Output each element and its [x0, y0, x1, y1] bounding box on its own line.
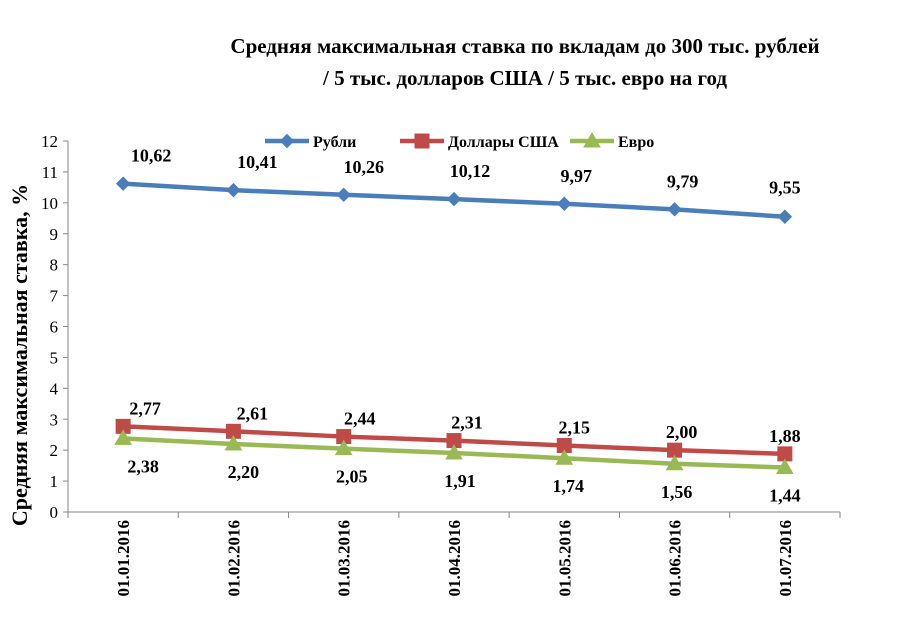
data-label-usd: 2,61: [237, 403, 269, 423]
data-point-rubles: [777, 209, 793, 224]
y-axis-title: Средняя максимальная ставка, %: [7, 184, 32, 526]
chart-title-line-2: / 5 тыс. долларов США / 5 тыс. евро на г…: [322, 66, 727, 90]
data-point-euro: [445, 443, 463, 460]
data-label-rubles: 9,55: [769, 178, 801, 198]
y-tick-label: 0: [50, 503, 59, 522]
data-point-rubles: [115, 176, 131, 191]
data-label-usd: 2,44: [344, 409, 376, 429]
y-tick-label: 4: [50, 379, 59, 398]
y-tick-label: 5: [50, 348, 59, 367]
chart-title: Средняя максимальная ставка по вкладам д…: [130, 30, 917, 94]
y-tick-label: 9: [50, 225, 59, 244]
data-label-euro: 1,91: [444, 471, 476, 491]
data-label-usd: 1,88: [769, 426, 801, 446]
data-label-usd: 2,31: [451, 413, 483, 433]
chart-legend: Рубли Доллары США Евро: [265, 131, 654, 151]
data-label-euro: 2,38: [127, 456, 159, 476]
data-label-euro: 1,56: [661, 482, 693, 502]
y-tick-label: 2: [50, 441, 59, 460]
x-tick-label: 01.07.2016: [776, 520, 795, 597]
legend-marker-euro: [583, 131, 601, 148]
y-tick-label: 12: [41, 132, 58, 151]
data-label-rubles: 10,12: [450, 161, 491, 181]
data-point-euro: [334, 439, 353, 456]
x-tick-label: 01.02.2016: [224, 520, 243, 597]
data-label-usd: 2,00: [666, 422, 698, 442]
y-tick-label: 7: [50, 287, 59, 306]
y-tick-label: 10: [41, 194, 58, 213]
x-tick-label: 01.03.2016: [335, 520, 354, 597]
data-point-euro: [224, 434, 243, 451]
legend-marker-rubles: [279, 133, 295, 149]
data-label-rubles: 9,79: [667, 171, 699, 191]
y-tick-label: 6: [50, 318, 59, 337]
data-label-euro: 2,20: [228, 462, 260, 482]
data-label-rubles: 10,62: [131, 146, 172, 166]
data-point-rubles: [557, 196, 572, 211]
data-labels: 10,62 10,41 10,26 10,12 9,97 9,79 9,55 2,77 2,61…: [127, 146, 800, 506]
data-point-euro: [555, 449, 574, 465]
y-tick-label: 8: [50, 256, 59, 275]
x-tick-label: 01.04.2016: [445, 520, 464, 597]
data-point-euro: [665, 454, 684, 471]
x-tick-label: 01.01.2016: [114, 520, 133, 597]
data-point-euro: [775, 458, 794, 474]
data-point-rubles: [667, 202, 682, 217]
legend-label-usd: Доллары США: [448, 134, 559, 151]
x-tick-label: 01.05.2016: [555, 520, 574, 597]
series-markers: [114, 176, 794, 474]
legend-label-rubles: Рубли: [313, 134, 356, 151]
y-tick-label: 11: [42, 163, 58, 182]
data-point-rubles: [226, 182, 241, 198]
data-label-rubles: 10,41: [237, 152, 278, 172]
data-label-usd: 2,15: [559, 418, 591, 438]
data-label-euro: 1,44: [769, 485, 801, 505]
data-point-euro: [114, 429, 133, 445]
data-label-euro: 2,05: [336, 467, 368, 487]
x-tick-label: 01.06.2016: [666, 520, 685, 597]
y-tick-label: 1: [50, 472, 59, 491]
data-label-usd: 2,77: [129, 398, 161, 418]
data-label-rubles: 9,97: [561, 166, 593, 186]
data-point-rubles: [446, 191, 462, 207]
data-point-rubles: [336, 187, 351, 203]
data-label-euro: 1,74: [553, 476, 585, 496]
chart-title-line-1: Средняя максимальная ставка по вкладам д…: [230, 34, 820, 58]
legend-label-euro: Евро: [618, 134, 654, 151]
legend-marker-usd: [414, 133, 430, 149]
data-label-rubles: 10,26: [343, 157, 384, 177]
y-tick-label: 3: [50, 410, 59, 429]
